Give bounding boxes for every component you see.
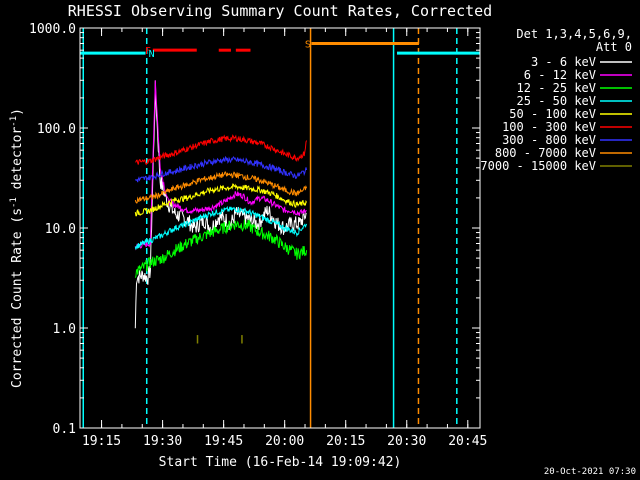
plot-area: FN S — [80, 28, 480, 428]
legend-label-1: 6 - 12 keV — [524, 68, 596, 82]
flag-label-N: N — [149, 49, 155, 60]
y-axis-label: Corrected Count Rate (s-1 detector-1) — [9, 108, 25, 388]
x-tick-label-4: 20:15 — [326, 434, 365, 449]
x-axis-label: Start Time (16-Feb-14 19:09:42) — [159, 455, 402, 470]
x-tick-label-5: 20:30 — [387, 434, 426, 449]
legend-label-6: 300 - 800 keV — [502, 133, 596, 147]
series-3-line — [134, 205, 308, 250]
x-tick-label-3: 20:00 — [265, 434, 304, 449]
legend-label-8: 7000 - 15000 keV — [480, 159, 596, 173]
flag-label-F: F — [145, 46, 151, 57]
series-6-line — [134, 155, 308, 183]
y-tick-label-3: 100.0 — [37, 122, 76, 137]
y-tick-label-2: 10.0 — [45, 222, 76, 237]
x-tick-label-0: 19:15 — [82, 434, 121, 449]
x-tick-label-1: 19:30 — [143, 434, 182, 449]
x-tick-label-2: 19:45 — [204, 434, 243, 449]
series-2-line — [134, 219, 308, 278]
y-tick-label-1: 1.0 — [53, 322, 76, 337]
legend-label-4: 50 - 100 keV — [509, 107, 596, 121]
detector-header-line1: Det 1,3,4,5,6,9, — [516, 27, 632, 41]
y-tick-label-4: 1000.0 — [29, 22, 76, 37]
legend-label-5: 100 - 300 keV — [502, 120, 596, 134]
legend-label-3: 25 - 50 keV — [517, 94, 596, 108]
y-tick-label-0: 0.1 — [53, 422, 76, 437]
series-1-line — [134, 80, 307, 251]
y-axis-label-sup: -1 — [9, 197, 19, 208]
y-axis-label-close: ) — [10, 108, 25, 116]
legend-label-7: 800 - 7000 keV — [495, 146, 596, 160]
y-axis-label-sup-2: -1 — [9, 116, 19, 127]
legend-label-2: 12 - 25 keV — [517, 81, 596, 95]
legend-label-0: 3 - 6 keV — [531, 55, 596, 69]
footer-timestamp: 20-Oct-2021 07:30 — [544, 467, 636, 477]
plot-content — [80, 28, 480, 428]
series-4-line — [134, 183, 308, 217]
chart-title: RHESSI Observing Summary Count Rates, Co… — [68, 2, 492, 20]
y-axis-label-main: Corrected Count Rate (s — [10, 208, 25, 388]
x-tick-label-6: 20:45 — [448, 434, 487, 449]
y-axis-label-tail: detector — [10, 127, 25, 198]
axes: 0.1 1.0 10.0 100.0 1000.0 19:15 19:30 19:45 20:0… — [29, 22, 487, 449]
flag-label-S: S — [305, 39, 311, 50]
series-7-line — [134, 171, 308, 204]
detector-header-line2: Att 0 — [596, 40, 632, 54]
series-0-line — [134, 80, 307, 329]
series-5-line — [135, 134, 308, 166]
